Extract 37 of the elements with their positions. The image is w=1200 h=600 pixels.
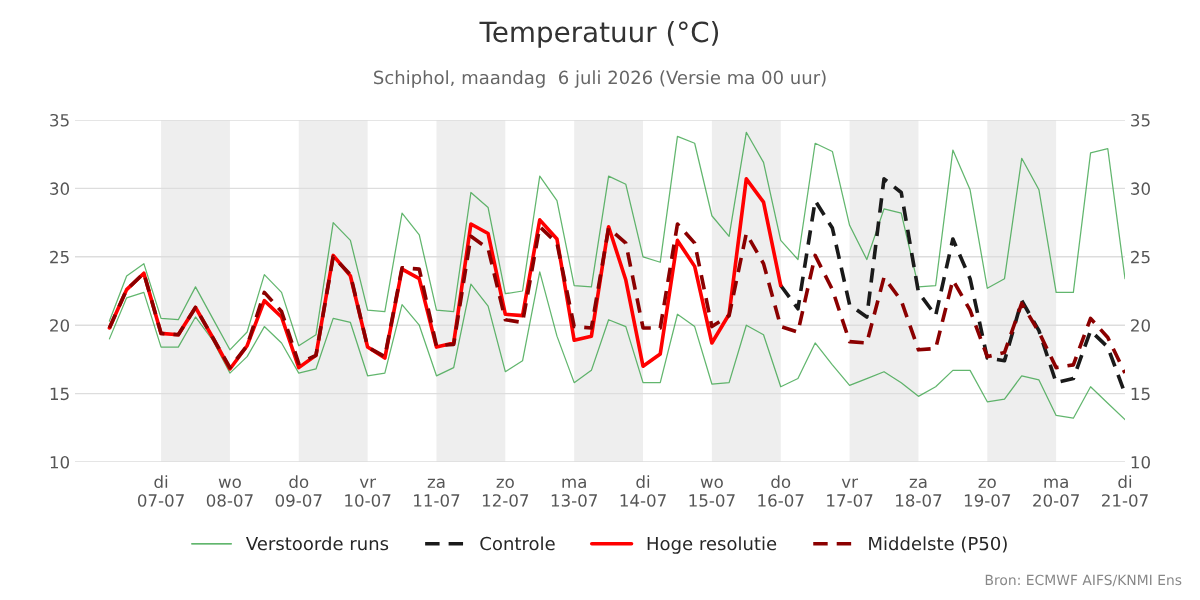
x-tick-label: di 07-07 <box>137 475 184 507</box>
text: Bron: ECMWF AIFS/KNMI Ens <box>985 574 1182 587</box>
x-tick-label: za 11-07 <box>414 478 460 507</box>
y2-tick-label: 35 <box>1131 113 1150 127</box>
x-tick-label: vr 10-07 <box>345 478 391 507</box>
chart-title: Temperatuur (°C) <box>479 20 719 48</box>
x-tick-label: di 21-07 <box>1102 475 1148 507</box>
legend-label: Controle <box>480 536 555 551</box>
y-tick-label: 35 <box>50 113 69 127</box>
y-tick-label: 15 <box>50 387 69 401</box>
x-tick-label: vr 17-07 <box>827 478 873 507</box>
x-tick-label: zo 12-07 <box>482 478 529 507</box>
legend-label: Hoge resolutie <box>647 536 777 554</box>
x-tick-label: wo 15-07 <box>689 478 735 507</box>
y2-tick-label: 15 <box>1131 387 1150 401</box>
y-tick-label: 25 <box>50 250 69 264</box>
line-series <box>108 271 1125 421</box>
y-tick-label: 10 <box>50 455 70 469</box>
x-tick-label: wo 08-07 <box>206 478 253 507</box>
x-tick-label: do 09-07 <box>275 475 322 507</box>
line-series <box>108 131 1125 351</box>
x-tick-label: ma 20-07 <box>1033 478 1079 507</box>
y2-tick-label: 25 <box>1131 250 1150 264</box>
line-series <box>107 222 1125 375</box>
legend-label: Middelste (P50) <box>869 536 1007 553</box>
y-tick-label: 30 <box>50 182 70 195</box>
y-tick-label: 20 <box>50 319 70 332</box>
x-tick-label: za 18-07 <box>896 478 942 507</box>
x-tick-label: do 16-07 <box>758 475 804 507</box>
x-tick-label: zo 19-07 <box>964 478 1011 507</box>
x-tick-label: di 14-07 <box>620 475 666 507</box>
legend-label: Verstoorde runs <box>245 536 389 551</box>
x-tick-label: ma 13-07 <box>551 478 597 507</box>
y2-tick-label: 20 <box>1131 319 1150 332</box>
y2-tick-label: 10 <box>1131 455 1150 469</box>
chart-subtitle: Schiphol, maandag 6 juli 2026 (Versie ma 00 uur) <box>374 70 826 88</box>
y2-tick-label: 30 <box>1131 182 1150 195</box>
